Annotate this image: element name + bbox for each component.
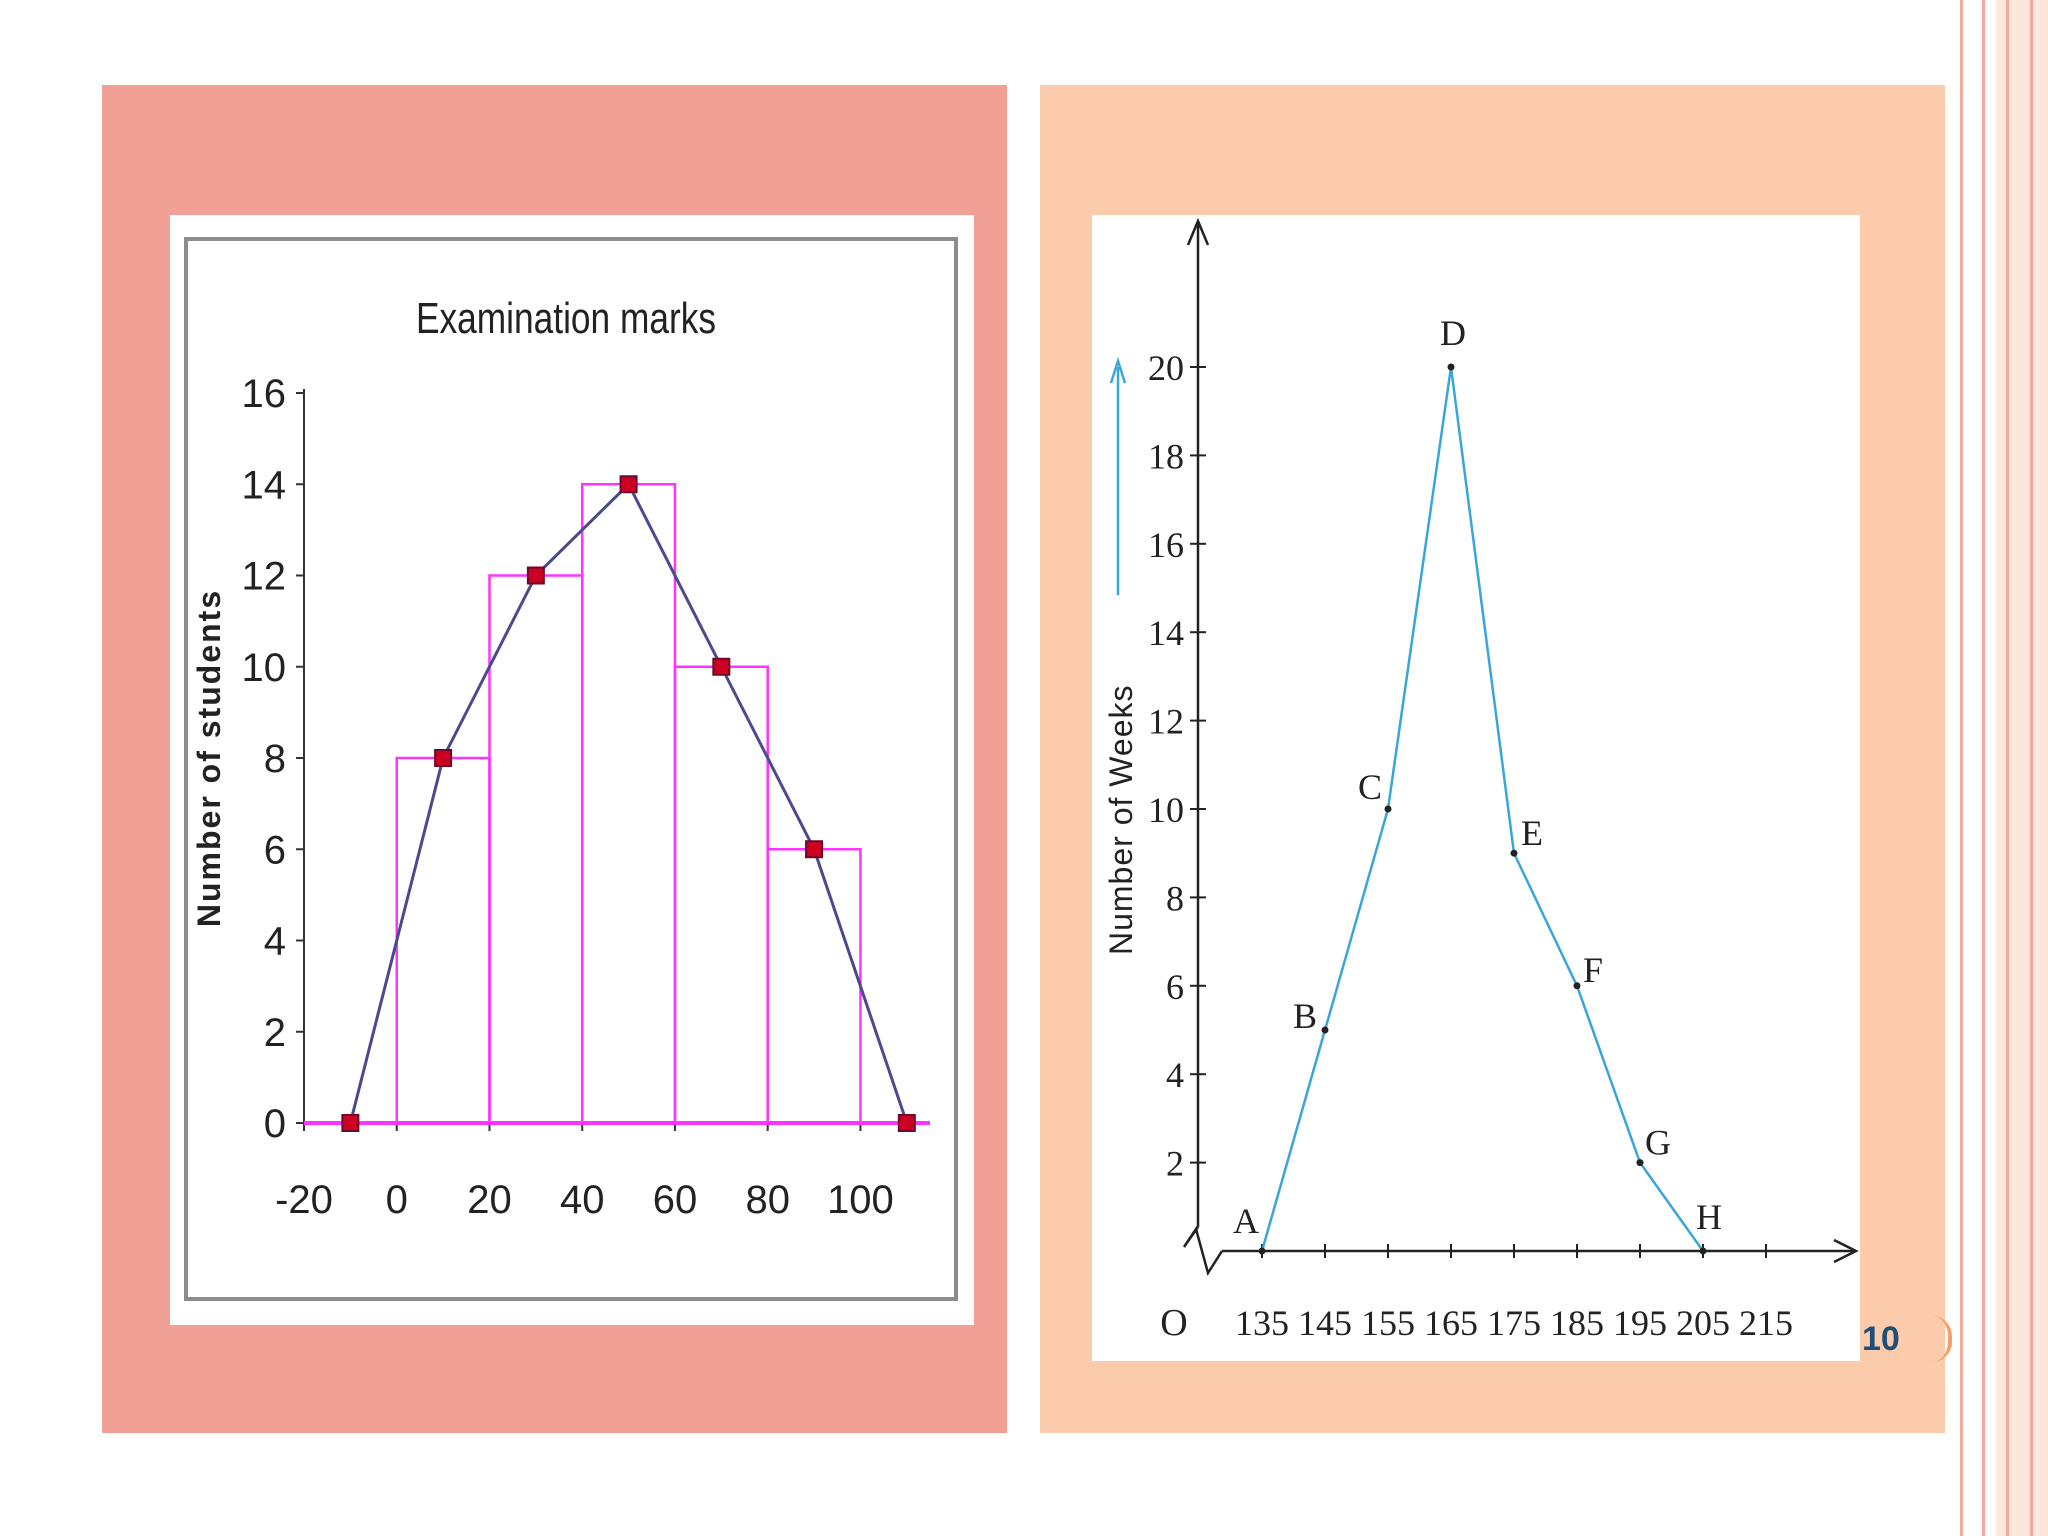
weeks-point <box>1510 849 1518 857</box>
y-tick-label: 10 <box>1148 790 1184 830</box>
x-tick-label: 100 <box>827 1178 894 1222</box>
edge-band <box>2006 0 2009 1536</box>
x-tick-label: 165 <box>1424 1303 1478 1343</box>
point-label: A <box>1233 1201 1259 1241</box>
point-label: H <box>1696 1197 1722 1237</box>
x-tick-label: 40 <box>560 1178 605 1222</box>
left-panel: Examination marks 0 2 4 6 8 10 12 14 16 Number of … <box>102 85 1007 1433</box>
weeks-point <box>1447 363 1455 371</box>
x-tick-label: 145 <box>1298 1303 1352 1343</box>
right-panel: 2 4 6 8 10 12 14 16 18 20 O 135 145 155 165 175 185 195 20… <box>1040 85 1945 1433</box>
polygon-point <box>619 475 638 494</box>
chart-title: Examination marks <box>416 294 716 343</box>
point-label: B <box>1293 996 1317 1036</box>
y-label-arrow-head <box>1109 356 1127 384</box>
polygon-card: 2 4 6 8 10 12 14 16 18 20 O 135 145 155 165 175 185 195 20… <box>1092 215 1860 1361</box>
edge-band <box>1982 0 1985 1536</box>
y-tick-label: 6 <box>1166 967 1184 1007</box>
point-label: G <box>1645 1123 1671 1163</box>
y-axis-label: Number of students <box>191 589 227 927</box>
y-tick-label: 4 <box>1166 1055 1184 1095</box>
y-tick-label: 12 <box>242 555 287 599</box>
y-tick-label: 4 <box>264 920 286 964</box>
edge-band <box>1996 0 2048 1536</box>
y-tick-label: 18 <box>1148 436 1184 476</box>
weeks-point <box>1573 982 1581 990</box>
y-tick-label: 0 <box>264 1102 286 1146</box>
weeks-point <box>1384 805 1392 813</box>
y-tick-label: 8 <box>264 737 286 781</box>
x-tick-label: 20 <box>467 1178 512 1222</box>
weeks-polygon-chart: 2 4 6 8 10 12 14 16 18 20 O 135 145 155 165 175 185 195 20… <box>1103 217 1859 1344</box>
polygon-point <box>434 749 453 767</box>
chart-frame <box>184 237 958 1301</box>
edge-band <box>2030 0 2033 1536</box>
weeks-line <box>1260 366 1705 1252</box>
y-tick-label: 8 <box>1166 878 1184 918</box>
page-number: 10 <box>1862 1320 1900 1358</box>
x-tick-label: 135 <box>1235 1303 1289 1343</box>
y-axis-label: Number of Weeks <box>1103 685 1139 956</box>
origin-label: O <box>1160 1302 1187 1344</box>
y-tick-label: 12 <box>1148 702 1184 742</box>
y-tick-label: 10 <box>242 646 287 690</box>
y-tick-label: 2 <box>1166 1144 1184 1184</box>
polygon-point <box>526 566 545 585</box>
y-tick-label: 16 <box>242 372 287 416</box>
polygon-point <box>341 1114 360 1132</box>
x-tick-label: 205 <box>1676 1303 1730 1343</box>
x-tick-label: 60 <box>653 1178 698 1222</box>
point-label: F <box>1583 950 1603 990</box>
point-label: E <box>1521 813 1543 853</box>
y-tick-label: 6 <box>264 828 286 872</box>
axis-break <box>1182 1226 1224 1277</box>
x-tick-label: 80 <box>745 1178 790 1222</box>
x-tick-label: 175 <box>1487 1303 1541 1343</box>
x-tick-label: 0 <box>386 1178 408 1222</box>
y-tick-label: 2 <box>264 1011 286 1055</box>
histogram-chart: Examination marks 0 2 4 6 8 10 12 14 16 Number of … <box>184 237 958 1301</box>
weeks-point <box>1699 1247 1707 1255</box>
y-axis-arrow <box>1186 217 1210 246</box>
page-number-decoration <box>1932 1316 1952 1362</box>
x-tick-label: 195 <box>1613 1303 1667 1343</box>
x-tick-label: 155 <box>1361 1303 1415 1343</box>
y-tick-label: 16 <box>1148 525 1184 565</box>
weeks-point <box>1636 1159 1644 1167</box>
point-label: D <box>1440 313 1466 353</box>
point-label: C <box>1358 767 1382 807</box>
y-tick-label: 14 <box>1148 613 1184 653</box>
histogram-card: Examination marks 0 2 4 6 8 10 12 14 16 Number of … <box>170 215 974 1325</box>
polygon-point <box>897 1114 916 1132</box>
weeks-point <box>1258 1247 1266 1255</box>
polygon-point <box>805 840 824 859</box>
y-tick-label: 20 <box>1148 348 1184 388</box>
x-axis-arrow <box>1833 1238 1859 1264</box>
weeks-point <box>1321 1026 1329 1034</box>
edge-line <box>1960 0 1963 1536</box>
x-tick-label: 185 <box>1550 1303 1604 1343</box>
y-tick-label: 14 <box>242 463 287 507</box>
x-tick-label: -20 <box>275 1178 333 1222</box>
polygon-point <box>712 657 731 676</box>
x-tick-label: 215 <box>1739 1303 1793 1343</box>
